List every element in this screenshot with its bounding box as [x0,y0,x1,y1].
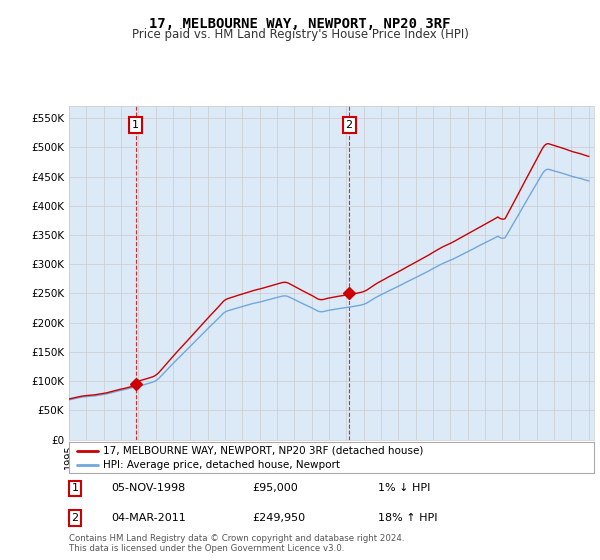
Text: 04-MAR-2011: 04-MAR-2011 [111,513,186,523]
Text: £95,000: £95,000 [252,483,298,493]
Text: 05-NOV-1998: 05-NOV-1998 [111,483,185,493]
Text: Price paid vs. HM Land Registry's House Price Index (HPI): Price paid vs. HM Land Registry's House … [131,28,469,41]
Text: £249,950: £249,950 [252,513,305,523]
Text: 2: 2 [346,120,353,130]
Text: 1: 1 [132,120,139,130]
Text: 1: 1 [71,483,79,493]
Text: 17, MELBOURNE WAY, NEWPORT, NP20 3RF (detached house): 17, MELBOURNE WAY, NEWPORT, NP20 3RF (de… [103,446,424,456]
Text: HPI: Average price, detached house, Newport: HPI: Average price, detached house, Newp… [103,460,340,470]
Text: 18% ↑ HPI: 18% ↑ HPI [378,513,437,523]
Text: 2: 2 [71,513,79,523]
Text: Contains HM Land Registry data © Crown copyright and database right 2024.
This d: Contains HM Land Registry data © Crown c… [69,534,404,553]
Text: 17, MELBOURNE WAY, NEWPORT, NP20 3RF: 17, MELBOURNE WAY, NEWPORT, NP20 3RF [149,16,451,30]
Text: 1% ↓ HPI: 1% ↓ HPI [378,483,430,493]
